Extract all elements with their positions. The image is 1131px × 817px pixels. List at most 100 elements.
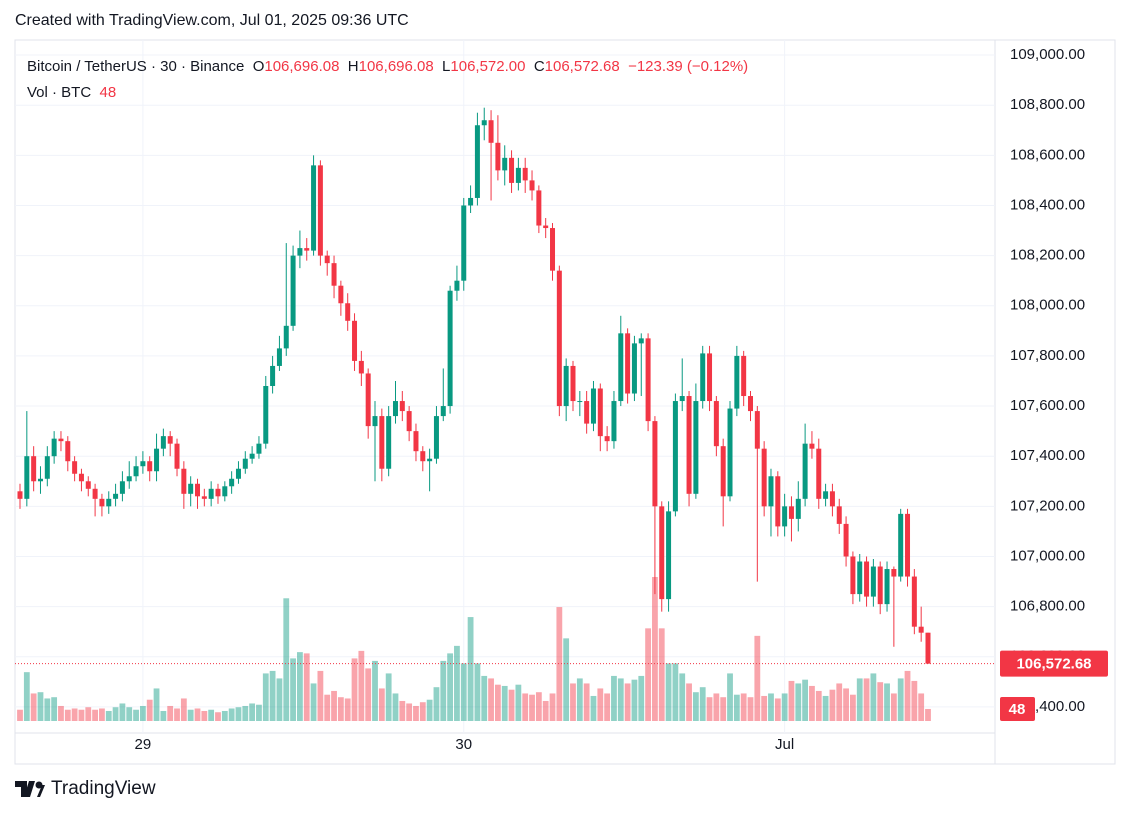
candle-body — [877, 566, 883, 605]
candle-body — [58, 438, 64, 442]
volume-bar — [426, 699, 433, 721]
candle-body — [816, 448, 822, 499]
candle-body — [570, 365, 576, 402]
candle-body — [304, 248, 310, 251]
volume-bar — [30, 693, 37, 721]
volume-bar — [733, 694, 740, 721]
x-tick-label: 30 — [455, 736, 472, 753]
volume-bar — [535, 692, 542, 721]
candle-body — [154, 448, 160, 472]
volume-bar — [515, 684, 522, 721]
volume-bar — [604, 693, 611, 721]
volume-bar — [563, 638, 570, 721]
candle-body — [345, 303, 351, 321]
y-tick-label: 107,400.00 — [1010, 447, 1085, 464]
ohlc-value: 106,696.08 — [264, 58, 340, 75]
volume-bar — [64, 709, 71, 721]
volume-bar — [208, 709, 215, 721]
candle-body — [864, 561, 870, 597]
volume-bar — [133, 709, 139, 721]
candle-body — [92, 488, 98, 499]
volume-bar — [652, 577, 658, 721]
volume-bar — [890, 693, 897, 721]
candle-body — [734, 355, 740, 409]
candle-body — [174, 443, 180, 469]
volume-bar — [406, 703, 413, 721]
candle-body — [775, 476, 781, 527]
y-tick-label: 106,800.00 — [1010, 598, 1085, 615]
volume-bar — [187, 709, 194, 721]
volume-bar — [706, 697, 713, 721]
legend-title: Bitcoin / TetherUS · 30 · Binance — [27, 58, 245, 75]
candle-body — [788, 506, 794, 519]
candle-body — [160, 436, 166, 449]
volume-bar — [160, 710, 167, 721]
volume-bar — [228, 708, 235, 721]
candle-body — [324, 255, 330, 264]
candle-body — [761, 448, 767, 507]
volume-bar — [303, 653, 310, 721]
volume-bar — [897, 678, 904, 721]
volume-bar — [658, 628, 665, 721]
candle-body — [829, 491, 835, 507]
volume-bar — [665, 663, 672, 721]
volume-bar — [44, 698, 51, 721]
candle-body — [509, 157, 515, 183]
volume-bar — [454, 645, 460, 721]
volume-bar — [904, 670, 911, 721]
volume-bar — [23, 672, 30, 721]
candle-body — [543, 225, 549, 229]
candle-body — [51, 438, 57, 457]
candle-body — [556, 270, 562, 407]
candle-body — [707, 353, 713, 402]
volume-bar — [310, 683, 317, 721]
volume-value: 48 — [99, 84, 117, 101]
volume-bar — [344, 698, 351, 721]
candle-body — [222, 486, 228, 497]
candle-body — [31, 456, 37, 482]
candle-body — [331, 263, 337, 286]
volume-bar — [672, 663, 679, 721]
candle-body — [481, 120, 487, 126]
y-tick-label: 108,800.00 — [1010, 96, 1085, 113]
legend: Bitcoin / TetherUS · 30 · Binance O106,6… — [27, 54, 748, 106]
volume-bar — [850, 694, 856, 721]
brand[interactable]: TradingView — [15, 778, 156, 800]
candle-body — [99, 498, 105, 507]
volume-bar — [508, 689, 515, 721]
candle-body — [126, 476, 132, 482]
candle-body — [256, 443, 262, 454]
candle-body — [276, 348, 282, 366]
candle-body — [495, 142, 501, 171]
volume-bar — [494, 684, 501, 721]
volume-bar — [638, 675, 645, 721]
candle-body — [590, 388, 596, 424]
volume-bar — [856, 678, 863, 721]
candle-body — [666, 511, 672, 600]
volume-bar — [761, 695, 768, 721]
candle-body — [249, 453, 255, 459]
volume-bar — [351, 658, 358, 721]
volume-bar — [153, 688, 160, 721]
candle-body — [406, 411, 412, 432]
volume-bar — [126, 707, 133, 721]
volume-bar — [17, 709, 23, 721]
volume-bar — [256, 704, 262, 721]
ohlc-key: L — [442, 58, 451, 75]
candle-body — [536, 190, 542, 226]
legend-row: Bitcoin / TetherUS · 30 · Binance O106,6… — [27, 54, 748, 80]
volume-bar — [440, 660, 447, 721]
volume-bar — [795, 683, 802, 721]
volume-bar — [331, 690, 337, 721]
candle-body — [37, 478, 43, 482]
volume-bar — [71, 708, 78, 721]
candle-body — [195, 483, 201, 497]
candle-body — [727, 408, 733, 497]
candle-body — [65, 441, 71, 462]
volume-bar — [119, 703, 126, 721]
volume-bar — [836, 683, 843, 721]
candle-body — [235, 468, 241, 479]
candle-body — [365, 373, 371, 427]
candle-body — [181, 468, 187, 494]
